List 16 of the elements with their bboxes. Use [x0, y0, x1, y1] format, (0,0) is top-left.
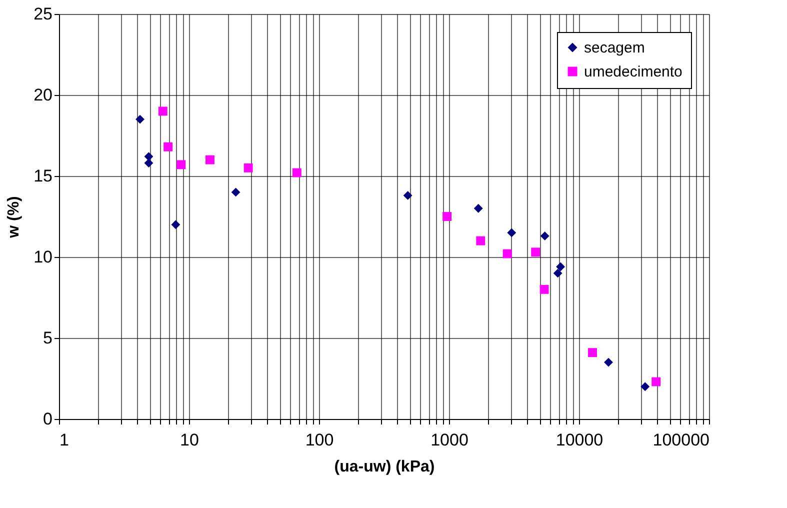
x-tick-label: 1 [60, 430, 69, 450]
y-axis-title: w (%) [6, 196, 23, 239]
x-tick-label: 1000 [430, 430, 468, 450]
y-tick-label: 25 [34, 4, 52, 24]
x-tick-label: 100000 [652, 430, 710, 450]
y-tick-label: 15 [34, 166, 52, 186]
x-tick-label: 100 [305, 430, 334, 450]
y-tick-label: 10 [34, 248, 52, 266]
y-tick-label: 5 [43, 328, 52, 348]
x-tick-label: 10000 [556, 430, 604, 450]
x-tick-label: 10 [180, 430, 199, 450]
y-tick-label: 20 [34, 86, 52, 104]
legend-label: secagem [584, 40, 645, 56]
x-axis-title: (ua-uw) (kPa) [334, 458, 435, 476]
y-tick-label: 0 [43, 410, 52, 428]
legend-label: umedecimento [584, 64, 682, 80]
